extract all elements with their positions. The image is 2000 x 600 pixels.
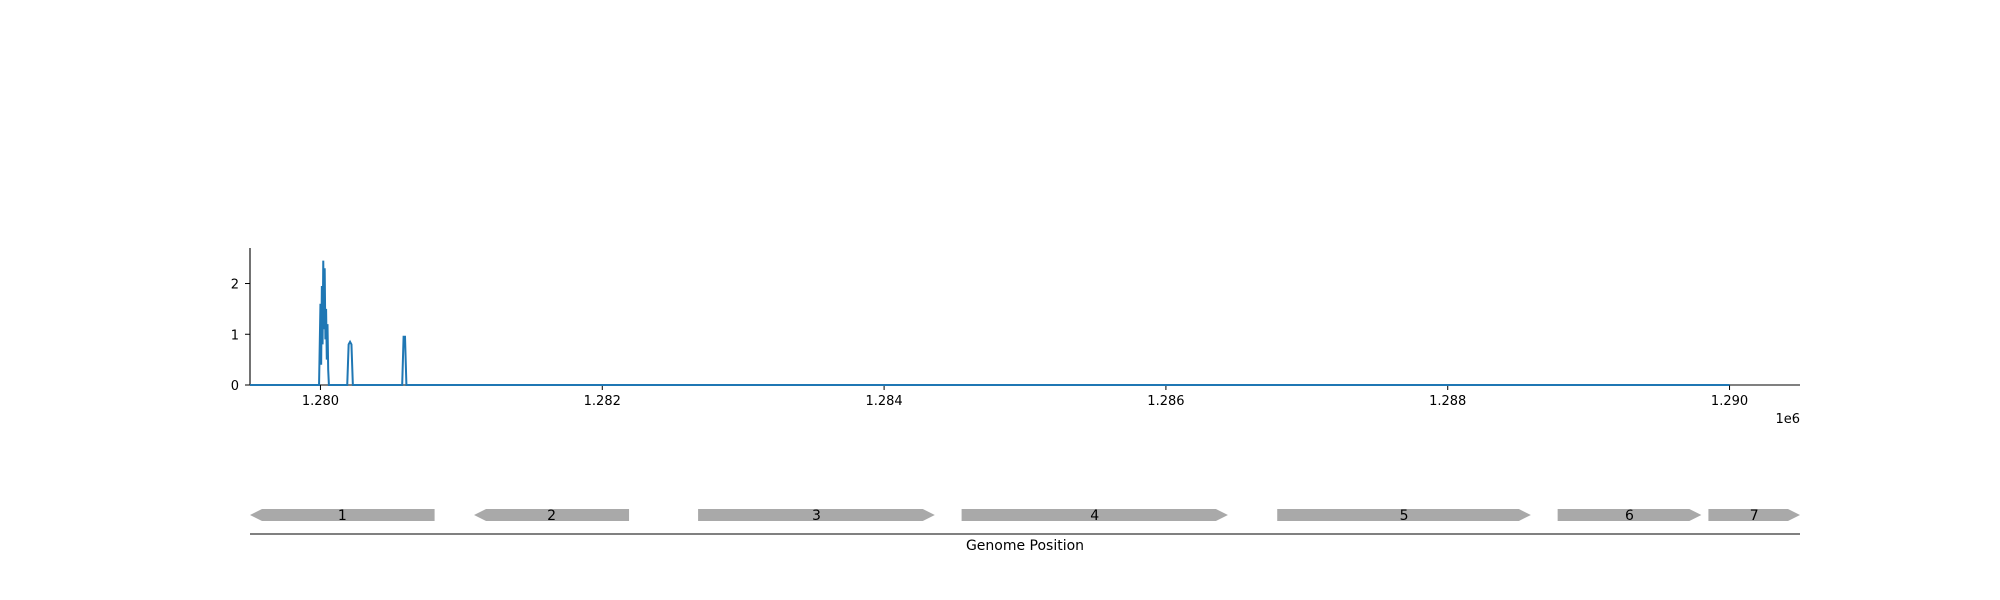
coverage-line [250,260,1730,386]
gene-arrow [1708,509,1800,521]
gene-label: 1 [338,508,347,524]
x-ticks: 1.280 1.282 1.284 1.286 1.288 1.290 [302,385,1748,409]
x-tick-label: 1.284 [865,394,902,409]
y-tick-label: 1 [231,328,239,343]
gene-arrows: 1 2 3 4 5 6 7 [250,508,1800,524]
x-tick-label: 1.288 [1429,394,1466,409]
x-tick-label: 1.290 [1711,394,1748,409]
x-offset-label: 1e6 [1775,412,1800,427]
gene-arrow [961,509,1228,521]
gene-arrow [474,509,630,521]
gene-arrow [250,509,435,521]
gene-arrow [1277,509,1531,521]
gene-label: 6 [1625,508,1634,524]
y-tick-label: 2 [231,278,239,293]
gene-label: 7 [1750,508,1759,524]
x-tick-label: 1.282 [584,394,621,409]
gene-label: 3 [812,508,821,524]
y-ticks: 0 1 2 [231,278,250,394]
coverage-plot: 1.280 1.282 1.284 1.286 1.288 1.290 0 1 2 1e6 [231,248,1800,427]
gene-label: 4 [1090,508,1099,524]
gene-map: 1 2 3 4 5 6 7 Genome Position [250,508,1800,554]
gene-arrow [698,509,935,521]
x-tick-label: 1.286 [1147,394,1184,409]
y-tick-label: 0 [231,379,239,394]
gene-map-xlabel: Genome Position [966,538,1084,554]
x-tick-label: 1.280 [302,394,339,409]
gene-label: 5 [1400,508,1409,524]
gene-label: 2 [547,508,556,524]
gene-arrow [1557,509,1702,521]
